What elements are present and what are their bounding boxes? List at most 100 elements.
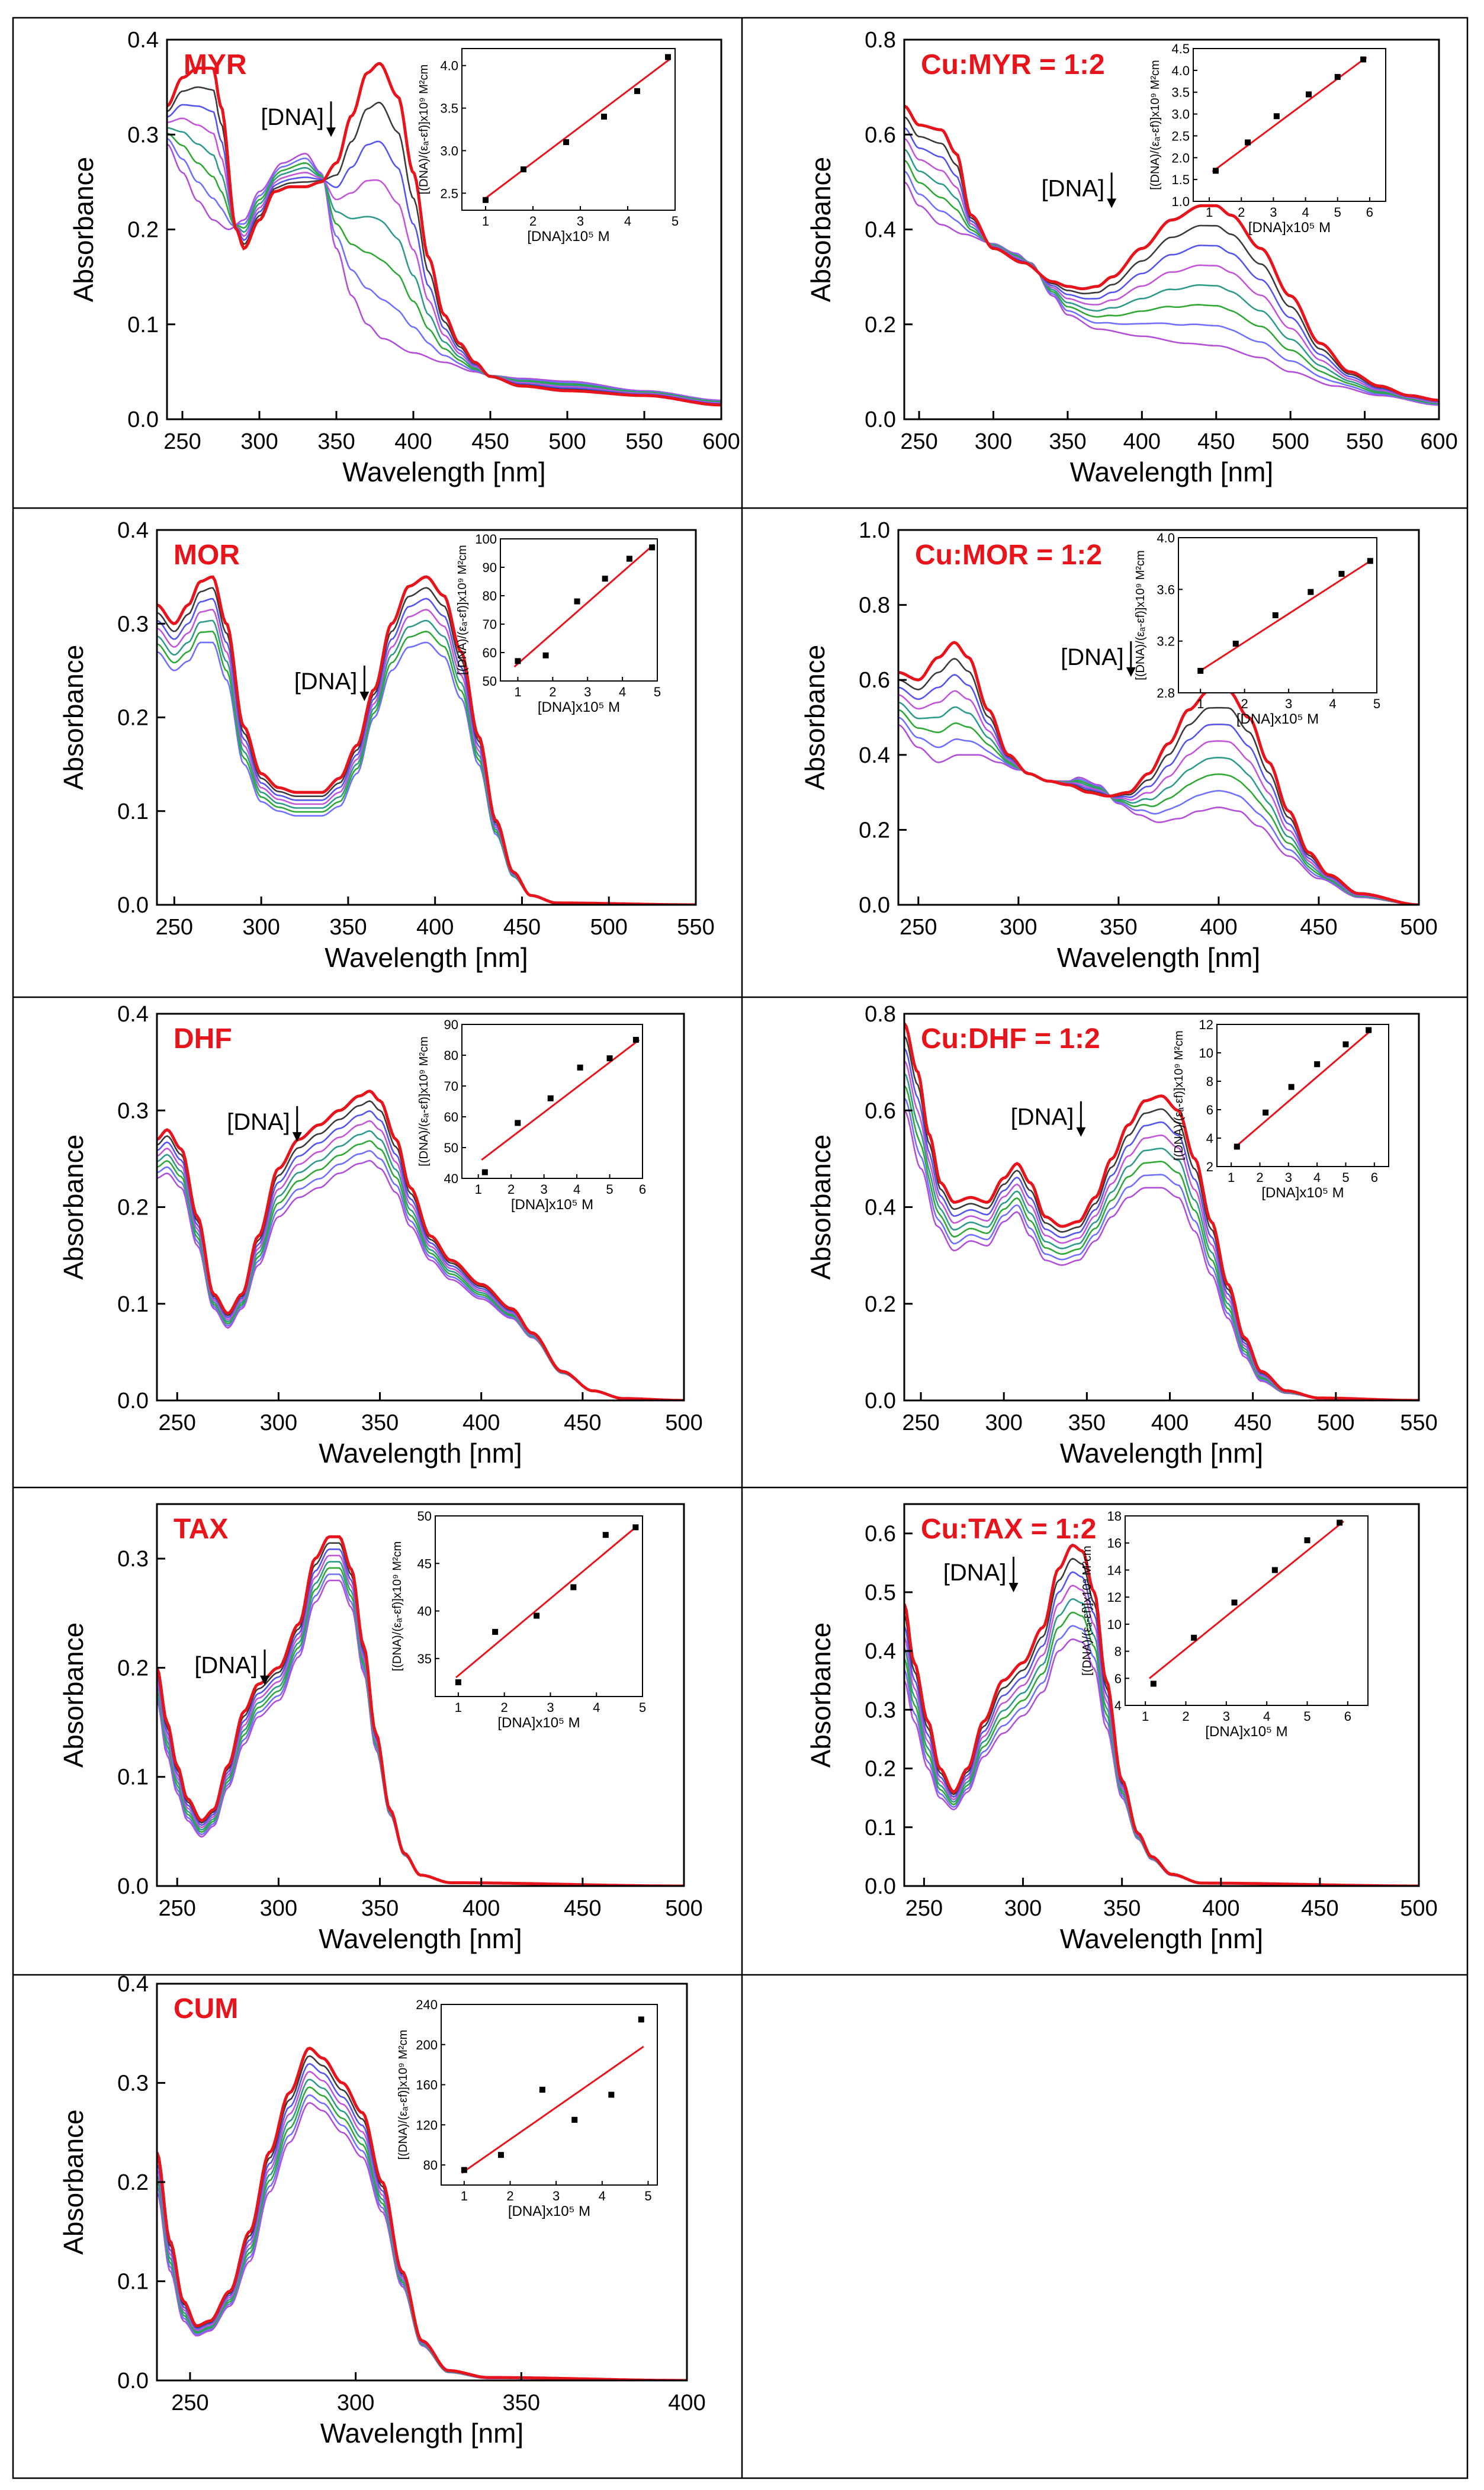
dna-label: [DNA] <box>1061 644 1124 670</box>
inset-y-tick-label: 4.0 <box>440 59 458 73</box>
inset-y-label: [(DNA)/(εₐ-εf)]x10⁹ M²cm <box>397 2030 410 2160</box>
inset-x-tick-label: 2 <box>1238 205 1245 220</box>
dna-label: [DNA] <box>227 1109 290 1135</box>
inset-x-label: [DNA]x10⁵ M <box>538 699 620 715</box>
inset-data-point <box>1212 168 1219 174</box>
inset-plot: 1 2 3 4 5 80 120 160 200 240 [DNA]x10⁵ M [(DNA)/(εₐ… <box>397 1997 658 2219</box>
panel-myr: 250 300 350 400 450 500 550 600 0.0 0.1 0.2 0.3 0.4 W… <box>68 28 740 487</box>
y-tick-label: 0.4 <box>859 743 890 768</box>
inset-data-point <box>461 2167 467 2173</box>
spectrum-free-compound <box>904 1543 1419 1886</box>
inset-x-label: [DNA]x10⁵ M <box>1236 711 1319 727</box>
inset-data-point <box>1271 1567 1278 1573</box>
inset-data-point <box>1338 571 1345 577</box>
x-axis-label: Wavelength [nm] <box>1057 942 1260 973</box>
inset-y-tick-label: 4.0 <box>1157 531 1175 545</box>
x-tick-label: 300 <box>240 429 278 454</box>
inset-y-tick-label: 10 <box>1199 1046 1213 1061</box>
inset-data-point <box>1306 91 1312 98</box>
y-tick-label: 0.3 <box>117 2071 149 2096</box>
inset-x-tick-label: 4 <box>1329 696 1336 711</box>
inset-fit-line <box>1212 56 1367 173</box>
y-tick-label: 0.4 <box>117 1002 149 1027</box>
inset-fit-line <box>481 1039 640 1161</box>
inset-data-point <box>563 139 569 146</box>
inset-x-tick-label: 2 <box>529 214 537 229</box>
inset-x-tick-label: 3 <box>584 685 591 699</box>
inset-y-tick-label: 3.5 <box>440 101 458 116</box>
dna-label: [DNA] <box>194 1653 258 1679</box>
y-tick-label: 1.0 <box>859 518 890 543</box>
inset-data-point <box>634 88 640 94</box>
inset-y-tick-label: 3.0 <box>1171 107 1190 122</box>
x-tick-label: 300 <box>975 429 1012 454</box>
inset-x-tick-label: 5 <box>606 1182 613 1197</box>
x-tick-label: 500 <box>1317 1411 1354 1435</box>
x-tick-label: 250 <box>159 1411 196 1435</box>
inset-y-tick-label: 1.5 <box>1171 172 1190 187</box>
inset-x-tick-label: 3 <box>577 214 584 229</box>
inset-y-label: [(DNA)/(εₐ-εf)]x10⁹ M²cm <box>417 1036 431 1166</box>
panel-tax: 250 300 350 400 450 5000.00.10.20.3Wavelength… <box>58 1503 703 1954</box>
inset-x-tick-label: 4 <box>1263 1709 1270 1724</box>
inset-frame <box>1216 1024 1389 1167</box>
x-tick-label: 300 <box>260 1411 297 1435</box>
y-tick-label: 0.0 <box>865 407 896 432</box>
inset-data-point <box>570 1584 577 1591</box>
inset-y-label: [(DNA)/(εₐ-εf)]x10⁹ M²cm <box>417 65 431 194</box>
inset-x-tick-label: 1 <box>1142 1709 1149 1724</box>
x-tick-label: 250 <box>900 915 937 940</box>
x-tick-label: 300 <box>985 1411 1022 1435</box>
y-tick-label: 0.3 <box>127 123 159 147</box>
y-tick-label: 0.4 <box>117 1972 149 1997</box>
y-axis-label: Absorbance <box>805 1622 836 1768</box>
inset-y-tick-label: 2 <box>1206 1159 1213 1174</box>
x-tick-label: 500 <box>665 1896 702 1921</box>
y-axis-label: Absorbance <box>805 1135 836 1280</box>
inset-x-tick-label: 2 <box>507 1182 515 1197</box>
dna-label: [DNA] <box>943 1560 1007 1586</box>
x-tick-label: 300 <box>337 2391 374 2415</box>
x-tick-label: 400 <box>394 429 432 454</box>
spectra-curves <box>904 104 1439 406</box>
x-tick-label: 250 <box>163 429 201 454</box>
inset-y-tick-label: 4.0 <box>1171 63 1190 78</box>
inset-data-point <box>1245 139 1251 146</box>
inset-y-label: [(DNA)/(εₐ-εf)]x10⁹ M²cm <box>1173 1030 1186 1160</box>
inset-x-tick-label: 2 <box>501 1700 508 1715</box>
dna-arrow-head <box>1008 1583 1019 1592</box>
x-tick-label: 550 <box>625 429 663 454</box>
panel-title: Cu:MOR = 1:2 <box>915 539 1102 571</box>
inset-data-point <box>542 652 549 658</box>
spectrum-free-compound <box>157 1089 684 1400</box>
inset-x-tick-label: 4 <box>599 2189 606 2203</box>
spectra-curves <box>898 641 1419 905</box>
inset-frame <box>1193 48 1386 202</box>
y-axis-label: Absorbance <box>68 157 99 303</box>
x-tick-label: 500 <box>590 915 628 940</box>
inset-data-point <box>1234 1143 1240 1150</box>
inset-data-point <box>1334 73 1341 80</box>
inset-x-tick-label: 5 <box>1342 1170 1349 1185</box>
inset-data-point <box>1231 1599 1238 1606</box>
inset-x-tick-label: 2 <box>506 2189 513 2203</box>
plot-frame <box>903 1503 1420 1887</box>
y-axis-label: Absorbance <box>58 2109 89 2255</box>
inset-x-tick-label: 5 <box>639 1700 646 1715</box>
x-tick-label: 350 <box>1068 1411 1106 1435</box>
y-tick-label: 0.3 <box>865 1698 896 1723</box>
inset-plot: 1 2 3 4 5 2.8 3.2 3.6 4.0 [DNA]x10⁵ M [(DNA)/(εₐ-ε… <box>1134 531 1380 727</box>
inset-data-point <box>649 544 656 551</box>
y-tick-label: 0.1 <box>117 1292 149 1317</box>
x-axis-label: Wavelength [nm] <box>1060 1438 1263 1469</box>
panel-cum: 250 300 350 400 0.0 0.1 0.2 0.3 0.4 Wavelength [n… <box>58 1972 706 2449</box>
x-tick-label: 550 <box>677 915 714 940</box>
inset-x-label: [DNA]x10⁵ M <box>508 2203 590 2219</box>
inset-x-label: [DNA]x10⁵ M <box>511 1197 593 1213</box>
y-tick-label: 0.0 <box>865 1389 896 1413</box>
inset-y-tick-label: 240 <box>416 1997 438 2012</box>
y-tick-label: 0.1 <box>117 799 149 824</box>
inset-y-label: [(DNA)/(εₐ-εf)]x10⁹ M²cm <box>1134 550 1147 680</box>
